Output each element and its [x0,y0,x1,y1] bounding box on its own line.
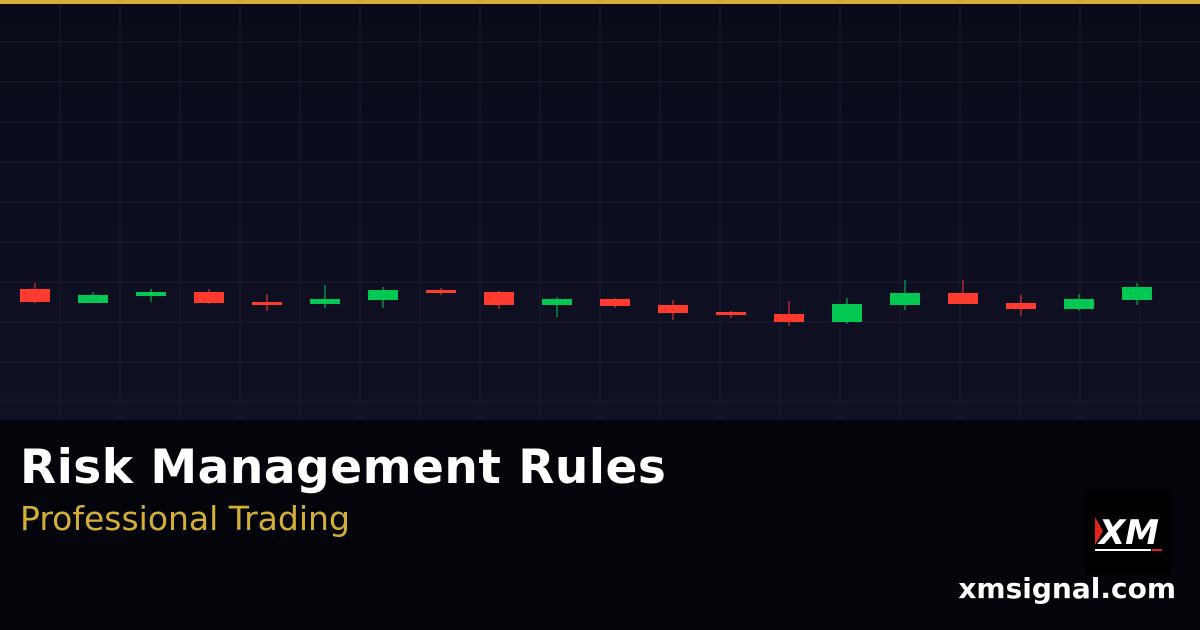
candle-body [716,312,746,315]
candle-body [20,289,50,302]
candle-body [484,292,514,305]
candle-body [194,292,224,303]
site-domain: xmsignal.com [958,572,1176,605]
svg-text:XM: XM [1097,513,1159,553]
candle-body [832,304,862,322]
page-title: Risk Management Rules [20,440,667,495]
candle-body [136,292,166,296]
candlestick-background [0,4,1200,420]
title-panel [0,420,1200,630]
candle-body [658,305,688,313]
candle-body [1006,303,1036,309]
candle-body [948,293,978,304]
candle-body [774,314,804,322]
candle-body [542,299,572,305]
page-subtitle: Professional Trading [20,499,350,538]
candle-body [368,290,398,300]
candle-body [426,290,456,293]
candle-body [1064,299,1094,309]
xm-logo: XM [1085,489,1171,575]
candle-body [890,293,920,305]
candle-body [310,299,340,304]
candle-body [600,299,630,306]
candle-body [1122,287,1152,300]
accent-bar [0,0,1200,4]
candle-body [78,295,108,303]
candle-body [252,302,282,305]
